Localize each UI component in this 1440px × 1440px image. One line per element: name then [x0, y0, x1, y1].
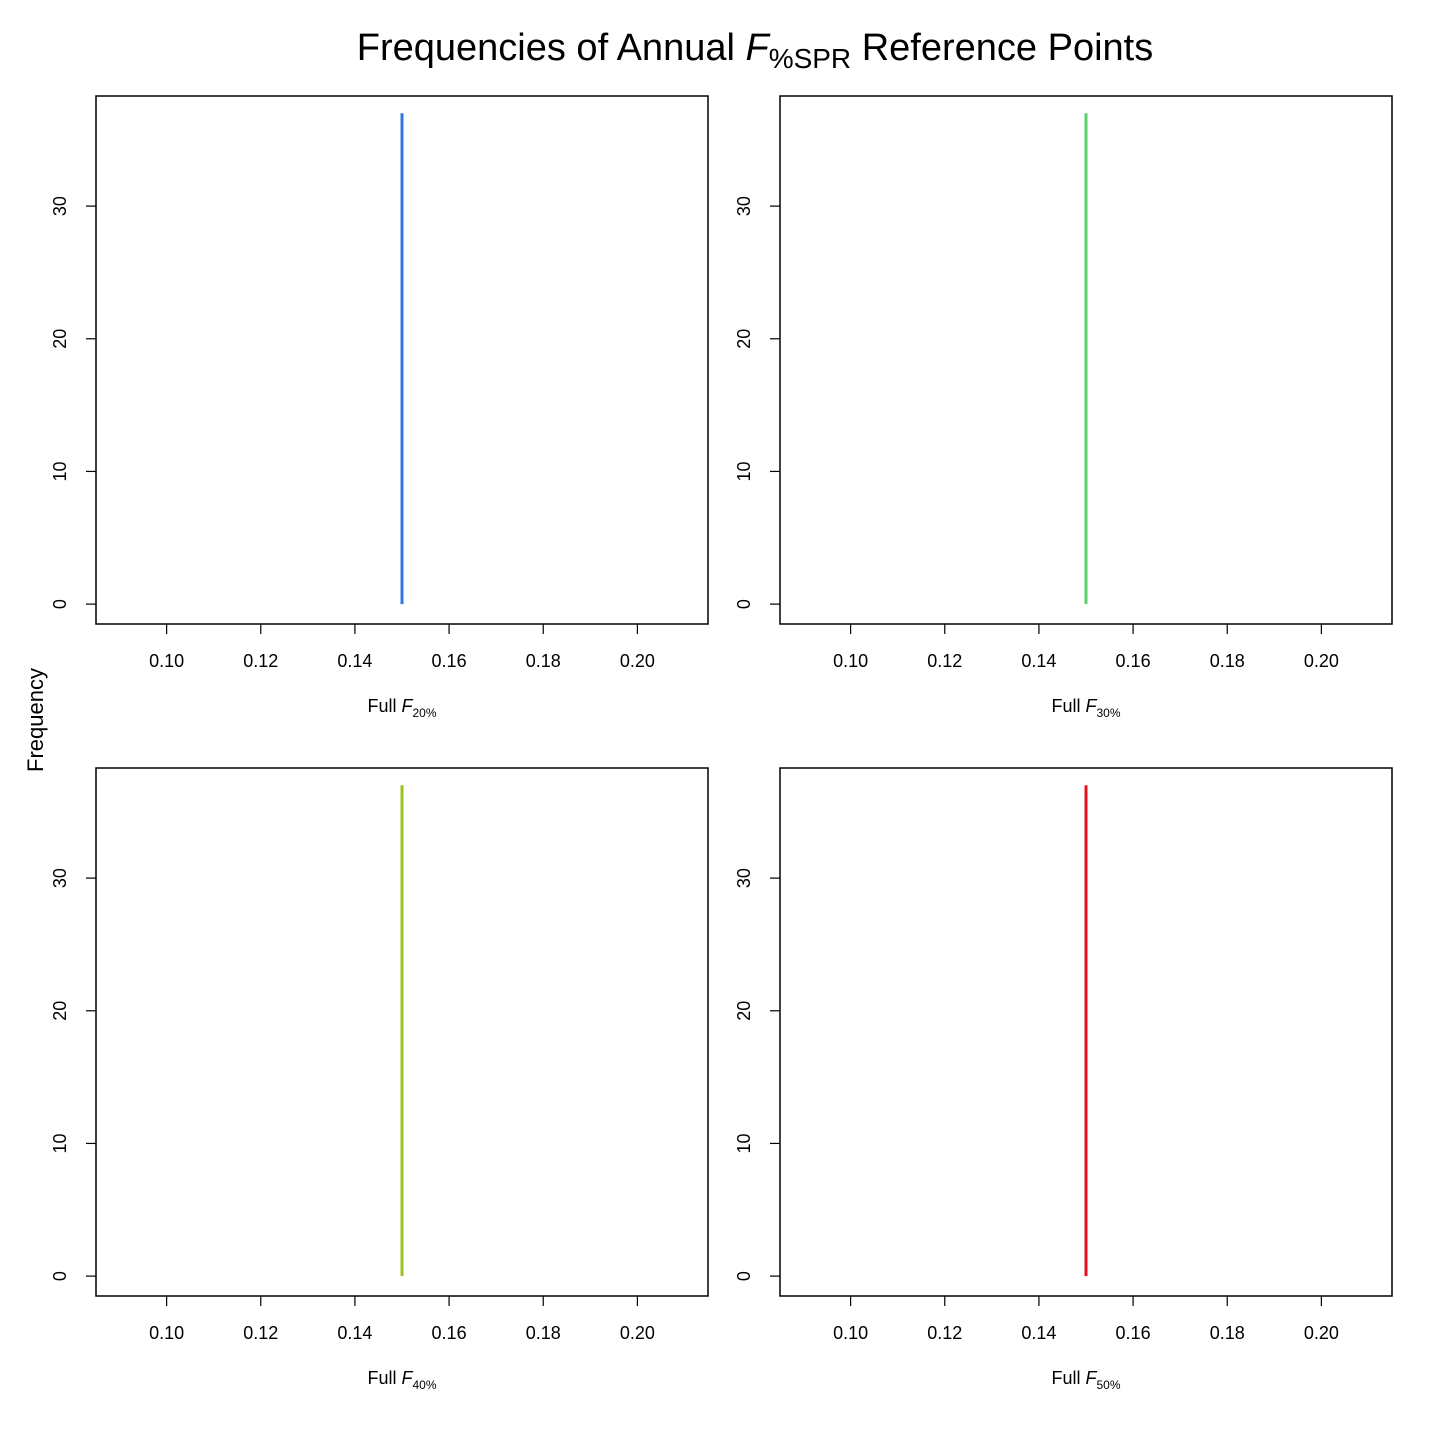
x-tick-label: 0.12 [243, 1323, 278, 1343]
x-tick-label: 0.16 [432, 651, 467, 671]
y-tick-label: 30 [734, 196, 754, 216]
x-axis-label-subscript: 50% [1096, 1378, 1120, 1392]
chart-title-prefix: Frequencies of Annual [357, 27, 746, 69]
x-tick-label: 0.18 [1210, 651, 1245, 671]
y-tick-label: 20 [734, 329, 754, 349]
x-tick-label: 0.12 [927, 1323, 962, 1343]
x-axis-label-symbol: F [401, 696, 413, 716]
y-tick-label: 30 [734, 868, 754, 888]
chart-title-symbol: F [745, 27, 770, 69]
x-tick-label: 0.20 [620, 651, 655, 671]
y-tick-label: 20 [50, 1001, 70, 1021]
x-tick-label: 0.14 [1021, 1323, 1056, 1343]
x-axis-label-subscript: 30% [1096, 706, 1120, 720]
x-axis-label: Full F50% [1051, 1368, 1120, 1392]
y-tick-label: 0 [50, 1271, 70, 1281]
y-tick-label: 30 [50, 196, 70, 216]
chart-title: Frequencies of Annual F%SPR Reference Po… [357, 27, 1153, 74]
x-tick-label: 0.18 [1210, 1323, 1245, 1343]
x-axis-label: Full F30% [1051, 696, 1120, 720]
y-tick-label: 0 [734, 599, 754, 609]
x-axis-label-subscript: 20% [412, 706, 436, 720]
x-axis-label-prefix: Full [1051, 696, 1085, 716]
x-tick-label: 0.20 [620, 1323, 655, 1343]
x-tick-label: 0.18 [526, 651, 561, 671]
x-tick-label: 0.12 [243, 651, 278, 671]
plot-frame [95, 95, 709, 625]
x-axis-label-symbol: F [401, 1368, 413, 1388]
plot-frame [779, 95, 1393, 625]
x-tick-label: 0.14 [1021, 651, 1056, 671]
y-tick-label: 0 [50, 599, 70, 609]
y-tick-label: 20 [734, 1001, 754, 1021]
x-tick-label: 0.16 [1116, 1323, 1151, 1343]
panel-4: 0.10 0.12 0.14 0.16 0.18 0.20 0 10 20 30 Full F50% [734, 767, 1393, 1392]
x-tick-label: 0.10 [149, 651, 184, 671]
x-tick-label: 0.14 [337, 651, 372, 671]
x-axis-label-symbol: F [1085, 1368, 1097, 1388]
y-tick-label: 0 [734, 1271, 754, 1281]
chart-title-suffix: Reference Points [851, 27, 1153, 69]
y-tick-label: 20 [50, 329, 70, 349]
x-tick-label: 0.20 [1304, 1323, 1339, 1343]
y-tick-label: 10 [734, 461, 754, 481]
chart-title-subscript: %SPR [769, 43, 851, 74]
panel-3: 0.10 0.12 0.14 0.16 0.18 0.20 0 10 20 30 Full F40% [50, 767, 709, 1392]
x-axis-label-prefix: Full [367, 696, 401, 716]
x-axis-label-subscript: 40% [412, 1378, 436, 1392]
x-tick-label: 0.12 [927, 651, 962, 671]
y-tick-label: 10 [734, 1133, 754, 1153]
y-axis-label: Frequency [23, 668, 48, 772]
x-axis-label: Full F40% [367, 1368, 436, 1392]
y-tick-label: 30 [50, 868, 70, 888]
x-tick-label: 0.18 [526, 1323, 561, 1343]
x-tick-label: 0.16 [432, 1323, 467, 1343]
x-tick-label: 0.10 [833, 651, 868, 671]
y-tick-label: 10 [50, 461, 70, 481]
x-axis-label-symbol: F [1085, 696, 1097, 716]
x-axis-label-prefix: Full [1051, 1368, 1085, 1388]
panel-2: 0.10 0.12 0.14 0.16 0.18 0.20 0 10 20 30 Full F30% [734, 95, 1393, 720]
x-tick-label: 0.14 [337, 1323, 372, 1343]
plot-frame [779, 767, 1393, 1297]
x-tick-label: 0.16 [1116, 651, 1151, 671]
x-axis-label: Full F20% [367, 696, 436, 720]
panel-1: 0.10 0.12 0.14 0.16 0.18 0.20 0 10 20 30 Full F20% [50, 95, 709, 720]
y-tick-label: 10 [50, 1133, 70, 1153]
x-tick-label: 0.20 [1304, 651, 1339, 671]
x-tick-label: 0.10 [149, 1323, 184, 1343]
plot-frame [95, 767, 709, 1297]
x-axis-label-prefix: Full [367, 1368, 401, 1388]
x-tick-label: 0.10 [833, 1323, 868, 1343]
